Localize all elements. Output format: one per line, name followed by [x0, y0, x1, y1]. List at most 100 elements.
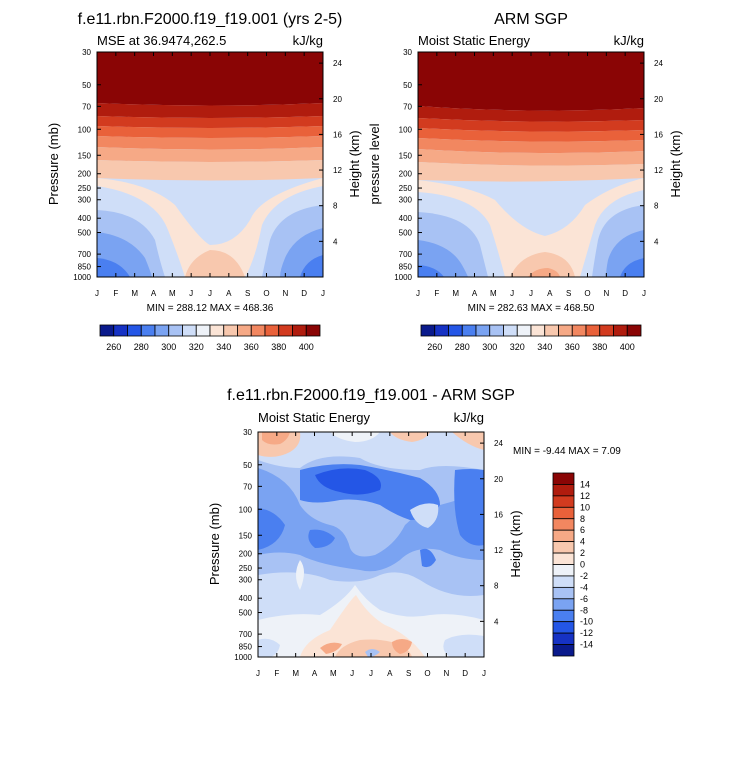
colorbar-label: 320	[510, 342, 525, 352]
colorbar-box	[292, 324, 307, 337]
colorbar-box	[552, 609, 575, 623]
x-tick-label: M	[452, 289, 459, 298]
panel-diff-title: f.e11.rbn.F2000.f19_f19.001 - ARM SGP	[227, 387, 515, 404]
x-tick-label: J	[510, 289, 514, 298]
panel-obs-axes: J F M A M J J A S O N D J 30 50 70 100 150 200 250 300 400 500…	[394, 48, 663, 298]
colorbar-box	[585, 324, 601, 337]
colorbar-box	[552, 472, 575, 485]
x-tick-label: J	[350, 669, 354, 678]
y-right-tick-label: 4	[333, 237, 338, 246]
x-tick-label: M	[169, 289, 176, 298]
panel-diff-units: kJ/kg	[454, 410, 484, 425]
x-tick-label: N	[282, 289, 288, 298]
panel-model-stats: MIN = 288.12 MAX = 468.36	[147, 303, 274, 314]
panel-model-ylabel: Pressure (mb)	[46, 123, 61, 205]
x-tick-label: S	[406, 669, 411, 678]
y-tick-label: 50	[403, 81, 412, 90]
colorbar-box	[99, 324, 115, 337]
colorbar-box	[140, 324, 156, 337]
y-tick-label: 500	[78, 229, 92, 238]
panel-obs-stats: MIN = 282.63 MAX = 468.50	[468, 303, 595, 314]
colorbar-box	[552, 484, 575, 497]
panel-obs-left-string: Moist Static Energy	[418, 33, 530, 48]
colorbar-box	[552, 575, 575, 588]
y-tick-label: 300	[239, 576, 253, 585]
x-tick-label: O	[584, 289, 590, 298]
y-tick-label: 150	[78, 151, 92, 160]
y-tick-label: 70	[243, 482, 252, 491]
panel-diff: f.e11.rbn.F2000.f19_f19.001 - ARM SGP Mo…	[207, 387, 621, 678]
colorbar-box	[461, 324, 477, 337]
colorbar-box	[558, 324, 573, 337]
colorbar-label: 2	[580, 548, 585, 558]
colorbar-box	[599, 324, 614, 337]
colorbar-box	[552, 632, 575, 645]
colorbar-box	[127, 324, 142, 337]
x-tick-label: S	[566, 289, 571, 298]
y-right-tick-label: 4	[654, 237, 659, 246]
colorbar-box	[503, 324, 518, 337]
x-tick-label: F	[274, 669, 279, 678]
colorbar-label: -8	[580, 605, 588, 615]
colorbar-label: 10	[580, 502, 590, 512]
colorbar-box	[182, 324, 197, 337]
y-tick-label: 30	[82, 48, 91, 57]
colorbar-label: 380	[271, 342, 286, 352]
y-right-tick-label: 12	[333, 166, 342, 175]
colorbar-label: 260	[106, 342, 121, 352]
colorbar-label: 360	[244, 342, 259, 352]
y-right-tick-label: 20	[654, 95, 663, 104]
y-tick-label: 30	[403, 48, 412, 57]
colorbar-box	[278, 324, 293, 337]
colorbar-label: 320	[189, 342, 204, 352]
x-tick-label: F	[113, 289, 118, 298]
x-tick-label: N	[603, 289, 609, 298]
y-right-tick-label: 24	[654, 59, 663, 68]
colorbar-box	[552, 506, 575, 520]
x-tick-label: O	[424, 669, 430, 678]
panel-diff-contours	[258, 432, 484, 657]
colorbar-box	[305, 324, 321, 337]
colorbar-box	[448, 324, 463, 337]
colorbar-label: 280	[455, 342, 470, 352]
y-tick-label: 1000	[73, 273, 91, 282]
colorbar-box	[552, 529, 575, 543]
y-right-tick-label: 16	[494, 510, 503, 519]
colorbar-label: 280	[134, 342, 149, 352]
colorbar-box	[113, 324, 128, 337]
x-tick-label: A	[387, 669, 393, 678]
x-tick-label: A	[226, 289, 232, 298]
colorbar-box	[552, 541, 575, 554]
colorbar-box	[552, 518, 575, 531]
x-tick-label: S	[245, 289, 250, 298]
x-tick-label: J	[95, 289, 99, 298]
x-tick-label: J	[189, 289, 193, 298]
colorbar-box	[250, 324, 266, 337]
x-tick-label: A	[547, 289, 553, 298]
x-tick-label: O	[263, 289, 269, 298]
colorbar-label: 380	[592, 342, 607, 352]
y-tick-label: 1000	[394, 273, 412, 282]
y-tick-label: 850	[78, 263, 92, 272]
y-right-tick-label: 8	[494, 582, 499, 591]
x-tick-label: J	[529, 289, 533, 298]
y-tick-label: 100	[78, 125, 92, 134]
y-tick-label: 70	[82, 102, 91, 111]
x-tick-label: J	[416, 289, 420, 298]
x-tick-label: N	[443, 669, 449, 678]
panel-model-left-string: MSE at 36.9474,262.5	[97, 33, 226, 48]
panel-obs-contours	[418, 52, 644, 277]
panel-model: f.e11.rbn.F2000.f19_f19.001 (yrs 2-5) MS…	[46, 11, 362, 352]
panel-obs-units: kJ/kg	[614, 33, 644, 48]
colorbar-box	[544, 324, 559, 337]
colorbar-box	[264, 324, 280, 337]
colorbar-label: -2	[580, 571, 588, 581]
y-tick-label: 500	[239, 609, 253, 618]
y-right-tick-label: 24	[333, 59, 342, 68]
colorbar-label: 400	[620, 342, 635, 352]
panel-obs-ylabel-right: Height (km)	[668, 130, 683, 197]
colorbar-box	[552, 552, 575, 565]
